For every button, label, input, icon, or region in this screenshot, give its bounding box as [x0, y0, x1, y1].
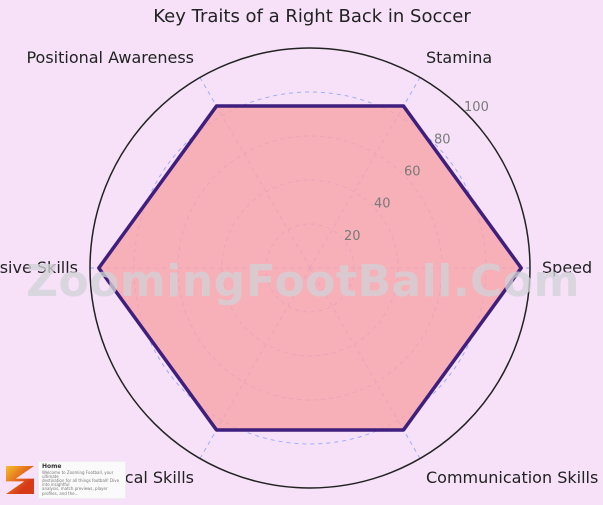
r-tick-label-20: 20	[344, 229, 361, 244]
r-tick-label-40: 40	[374, 197, 391, 212]
axis-label-5: Communication Skills	[426, 468, 598, 487]
stage: 20406080100SpeedStaminaPositional Awaren…	[0, 0, 603, 505]
chart-title: Key Traits of a Right Back in Soccer	[153, 6, 471, 27]
axis-label-1: Stamina	[426, 48, 492, 67]
r-tick-label-60: 60	[404, 164, 421, 179]
r-tick-label-80: 80	[434, 132, 451, 147]
r-tick-label-100: 100	[464, 100, 489, 115]
radar-chart: 20406080100SpeedStaminaPositional Awaren…	[0, 0, 603, 505]
watermark-text: ZoomingFootBall.Com	[26, 256, 580, 307]
axis-label-2: Positional Awareness	[26, 48, 194, 67]
axis-label-4: Technical Skills	[73, 468, 194, 487]
